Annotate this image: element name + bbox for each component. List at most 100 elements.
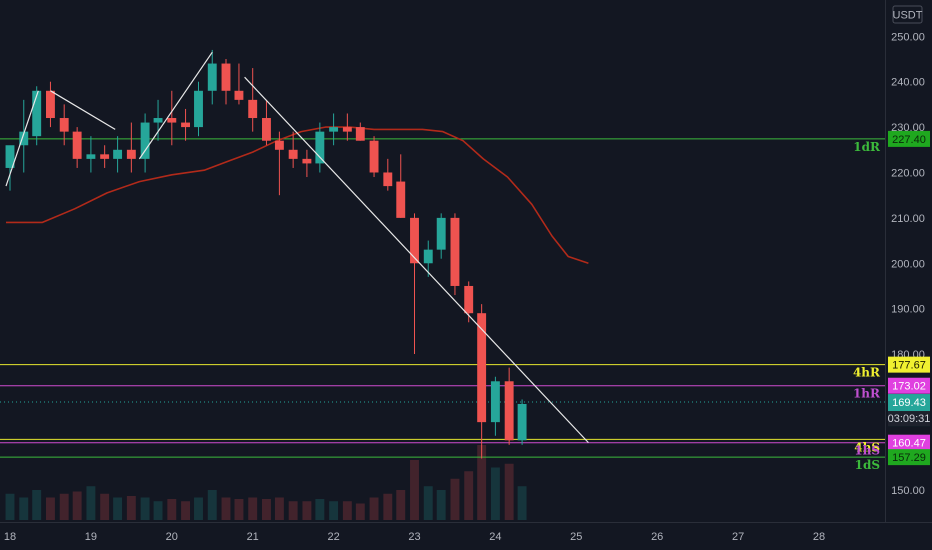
candle-body (126, 149, 136, 159)
volume-bar (126, 496, 136, 520)
level-name-4hS: 4hS (854, 440, 880, 454)
currency-box[interactable]: USDT (892, 5, 923, 24)
price-badge-1hS[interactable]: 160.47 (888, 434, 930, 451)
price-badge-bg (888, 434, 930, 451)
volume-bar (207, 490, 217, 520)
currency-label: USDT (893, 10, 923, 22)
candle (302, 149, 312, 178)
candle-body (274, 140, 284, 150)
price-badges: 227.40 177.67 173.02 160.47 157.29 169.43 03:0… (888, 130, 931, 466)
volume-bar (5, 493, 15, 520)
volume-bar (221, 497, 231, 520)
volume-bar (464, 471, 474, 520)
time-tick-label: 27 (732, 531, 744, 543)
candle-body (436, 217, 446, 250)
trend-line (5, 90, 39, 187)
candle (167, 90, 177, 146)
candle-body (72, 131, 82, 159)
candle (504, 367, 514, 445)
volume-bar (113, 497, 123, 520)
price-badge-1hR[interactable]: 173.02 (888, 377, 930, 394)
candle (46, 81, 55, 128)
current-price-badge[interactable]: 169.43 03:09:31 (888, 394, 931, 427)
volume-bar (490, 467, 500, 520)
candle-body (517, 403, 527, 441)
price-badge-1dS[interactable]: 157.29 (888, 449, 930, 466)
candle-body (100, 154, 110, 159)
price-badge-4hR[interactable]: 177.67 (888, 356, 930, 373)
price-tick-label: 220.00 (891, 167, 925, 179)
volume-bar (302, 501, 312, 520)
price-badge-bg (888, 377, 930, 394)
volume-bar (100, 493, 110, 520)
volume-bar (288, 501, 298, 520)
candle-body (113, 149, 123, 159)
price-badge-bg (888, 130, 930, 147)
candle-body (329, 127, 339, 132)
volume-bar (72, 491, 82, 520)
volume-bar (140, 497, 150, 520)
candle (113, 136, 123, 173)
volume-bar (383, 493, 393, 520)
candle (140, 113, 150, 173)
candle (86, 136, 96, 173)
volume-bar (234, 499, 244, 520)
candle-body (234, 90, 244, 100)
volume-bar (450, 478, 460, 520)
volume-bar (436, 490, 446, 520)
volume-bar (194, 497, 203, 520)
price-tick-label: 210.00 (891, 213, 925, 225)
candle (423, 240, 433, 277)
level-name-1hR: 1hR (853, 387, 881, 401)
candle-body (410, 217, 419, 264)
price-tick-label: 200.00 (891, 258, 925, 270)
trend-lines (5, 51, 589, 444)
price-tick-label: 190.00 (891, 304, 925, 316)
time-tick-label: 21 (247, 531, 259, 543)
price-badge-bg (888, 449, 930, 466)
volume-bar (86, 486, 96, 520)
volume-bar (369, 497, 379, 520)
candle (315, 122, 325, 173)
candle (181, 108, 191, 141)
candle-body (355, 127, 365, 141)
volume-bars (5, 445, 527, 520)
price-badge-text: 173.02 (892, 381, 926, 393)
trend-line (244, 76, 589, 444)
candle (288, 131, 298, 168)
candle-body (477, 313, 487, 423)
volume-bar (477, 445, 487, 520)
volume-bar (329, 501, 339, 520)
price-tick-label: 250.00 (891, 31, 925, 43)
candle-body (207, 63, 217, 91)
candle-body (248, 99, 258, 119)
volume-bar (167, 499, 177, 520)
volume-bar (46, 497, 55, 520)
level-name-4hR: 4hR (853, 366, 881, 380)
candle (221, 59, 231, 105)
candle (274, 131, 284, 196)
candle-body (396, 181, 406, 218)
volume-bar (19, 497, 29, 520)
candle (383, 158, 393, 191)
candle (234, 63, 244, 105)
volume-bar (315, 499, 325, 520)
price-badge-bg (888, 356, 930, 373)
time-axis[interactable] (0, 523, 885, 550)
candle-body (504, 381, 514, 441)
candle (410, 213, 419, 355)
volume-bar (517, 486, 527, 520)
candle (72, 127, 82, 168)
volume-bar (342, 501, 352, 520)
price-badge-text: 160.47 (892, 438, 926, 450)
candle (207, 49, 217, 105)
price-badge-1dR[interactable]: 227.40 (888, 130, 930, 147)
candle (369, 136, 379, 178)
price-badge-text: 227.40 (892, 134, 926, 146)
candle (490, 376, 500, 436)
candle (19, 99, 29, 173)
level-name-1hS: 1hS (854, 444, 880, 458)
